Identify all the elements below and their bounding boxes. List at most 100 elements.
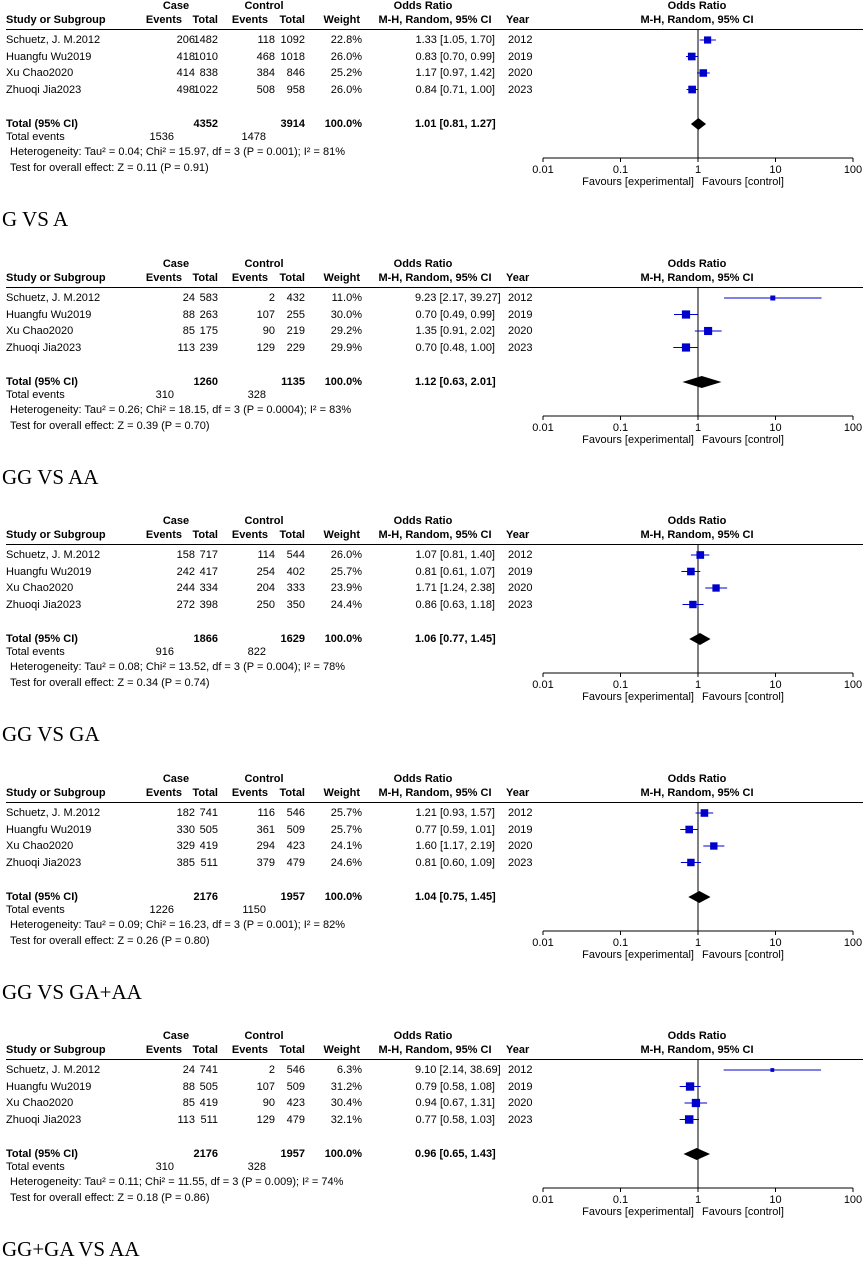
method-header: M-H, Random, 95% CI	[378, 529, 492, 541]
x-axis-tick-label: 0.1	[613, 679, 628, 691]
control-events-cell: 90	[262, 325, 275, 337]
odds-ratio-ci-cell: 0.70 [0.49, 0.99]	[415, 308, 495, 321]
control-events-cell: 379	[256, 856, 275, 869]
case-events-cell: 329	[176, 840, 195, 852]
x-axis-tick-label: 0.01	[532, 164, 553, 176]
control-group-header: Control	[244, 258, 284, 270]
study-name: Huangfu Wu2019	[6, 308, 92, 321]
total-weight-cell: 100.0%	[324, 891, 362, 903]
weight-header: Weight	[323, 1044, 360, 1056]
control-events-cell: 90	[262, 1097, 275, 1109]
control-events-cell: 508	[256, 83, 275, 96]
control-events-cell: 2	[268, 292, 275, 304]
study-point-marker	[681, 310, 691, 319]
case-events-cell: 113	[177, 341, 195, 354]
study-point-marker	[691, 1098, 701, 1108]
control-total-cell: 1092	[280, 34, 305, 46]
study-name: Huangfu Wu2019	[6, 1080, 92, 1093]
case-group-header: Case	[162, 773, 190, 785]
case-events-header: Events	[145, 14, 182, 26]
case-events-cell: 85	[182, 325, 195, 337]
study-point-marker	[687, 858, 695, 867]
x-axis-tick-label: 10	[769, 1194, 781, 1206]
forest-panel: Case Control Odds Ratio Study or Subgroup Ev…	[0, 258, 865, 508]
control-events-cell: 107	[256, 308, 275, 321]
case-events-cell: 88	[182, 1080, 195, 1093]
total-case-events-cell: 1226	[149, 904, 174, 916]
total-control-cell: 1957	[280, 1148, 305, 1160]
total-label: Total (95% CI)	[6, 118, 78, 130]
odds-ratio-ci-cell: 0.79 [0.58, 1.08]	[415, 1080, 495, 1093]
control-events-cell: 129	[256, 1113, 275, 1126]
weight-cell: 25.2%	[330, 67, 362, 79]
odds-ratio-header: Odds Ratio	[393, 0, 453, 12]
study-name: Schuetz, J. M.2012	[6, 807, 101, 819]
study-name: Xu Chao2020	[6, 1097, 74, 1109]
odds-ratio-ci-cell: 1.35 [0.91, 2.02]	[415, 325, 495, 337]
x-axis-tick-label: 1	[695, 422, 701, 434]
study-column-header: Study or Subgroup	[6, 529, 106, 541]
total-control-cell: 3914	[280, 118, 305, 130]
favours-experimental-label: Favours [experimental]	[582, 949, 694, 961]
case-total-cell: 511	[200, 856, 218, 869]
year-cell: 2019	[508, 565, 533, 578]
control-total-header: Total	[279, 787, 305, 799]
case-events-cell: 182	[176, 807, 195, 819]
case-group-header: Case	[162, 0, 190, 12]
total-case-events-cell: 310	[155, 1161, 174, 1173]
favours-experimental-label: Favours [experimental]	[582, 1206, 694, 1218]
study-name: Zhuoqi Jia2023	[6, 856, 82, 869]
year-cell: 2012	[508, 807, 533, 819]
year-cell: 2020	[508, 840, 533, 852]
total-weight-cell: 100.0%	[324, 376, 362, 388]
heterogeneity-text: Heterogeneity: Tau² = 0.04; Chi² = 15.97…	[10, 146, 345, 158]
plot-title-header: Odds Ratio	[667, 773, 727, 785]
x-axis-tick-label: 0.01	[532, 422, 553, 434]
weight-cell: 31.2%	[330, 1080, 362, 1093]
control-total-cell: 423	[286, 840, 305, 852]
control-total-cell: 229	[286, 341, 305, 354]
plot-method-header: M-H, Random, 95% CI	[640, 529, 754, 541]
control-events-header: Events	[231, 1044, 268, 1056]
total-weight-cell: 100.0%	[324, 118, 362, 130]
forest-panel: Case Control Odds Ratio Study or Subgroup Ev…	[0, 1030, 865, 1280]
odds-ratio-ci-cell: 1.17 [0.97, 1.42]	[415, 67, 495, 79]
total-case-events-cell: 1536	[149, 131, 174, 143]
year-cell: 2023	[508, 856, 533, 869]
total-ci-cell: 1.12 [0.63, 2.01]	[415, 376, 496, 388]
study-point-marker	[689, 600, 697, 609]
header-rule	[6, 802, 863, 803]
case-total-cell: 583	[199, 292, 218, 304]
study-point-marker	[704, 36, 712, 44]
control-events-cell: 204	[256, 582, 275, 594]
total-case-cell: 2176	[193, 1148, 218, 1160]
total-label: Total (95% CI)	[6, 376, 78, 388]
total-control-events-cell: 1478	[241, 131, 266, 143]
case-total-cell: 1482	[193, 34, 218, 46]
weight-cell: 24.4%	[330, 598, 362, 611]
x-axis-tick-label: 10	[769, 679, 781, 691]
case-events-header: Events	[145, 1044, 182, 1056]
case-events-cell: 414	[176, 67, 195, 79]
favours-control-label: Favours [control]	[702, 1206, 784, 1218]
x-axis-tick-label: 100	[844, 679, 862, 691]
control-events-header: Events	[231, 14, 268, 26]
x-axis-tick-label: 0.1	[613, 1194, 628, 1206]
weight-cell: 26.0%	[330, 83, 362, 96]
overall-effect-text: Test for overall effect: Z = 0.11 (P = 0…	[10, 162, 209, 174]
method-header: M-H, Random, 95% CI	[378, 14, 492, 26]
heterogeneity-text: Heterogeneity: Tau² = 0.11; Chi² = 11.55…	[10, 1176, 344, 1188]
control-group-header: Control	[244, 773, 284, 785]
weight-cell: 30.4%	[330, 1097, 362, 1109]
favours-experimental-label: Favours [experimental]	[582, 176, 694, 188]
x-axis-tick-label: 10	[769, 937, 781, 949]
study-point-marker	[687, 52, 696, 61]
case-group-header: Case	[162, 515, 190, 527]
study-name: Schuetz, J. M.2012	[6, 549, 101, 561]
case-total-cell: 1010	[193, 50, 218, 63]
study-name: Xu Chao2020	[6, 67, 74, 79]
odds-ratio-ci-cell: 1.60 [1.17, 2.19]	[415, 840, 495, 852]
year-header: Year	[506, 14, 530, 26]
control-total-cell: 219	[286, 325, 305, 337]
control-total-header: Total	[279, 14, 305, 26]
